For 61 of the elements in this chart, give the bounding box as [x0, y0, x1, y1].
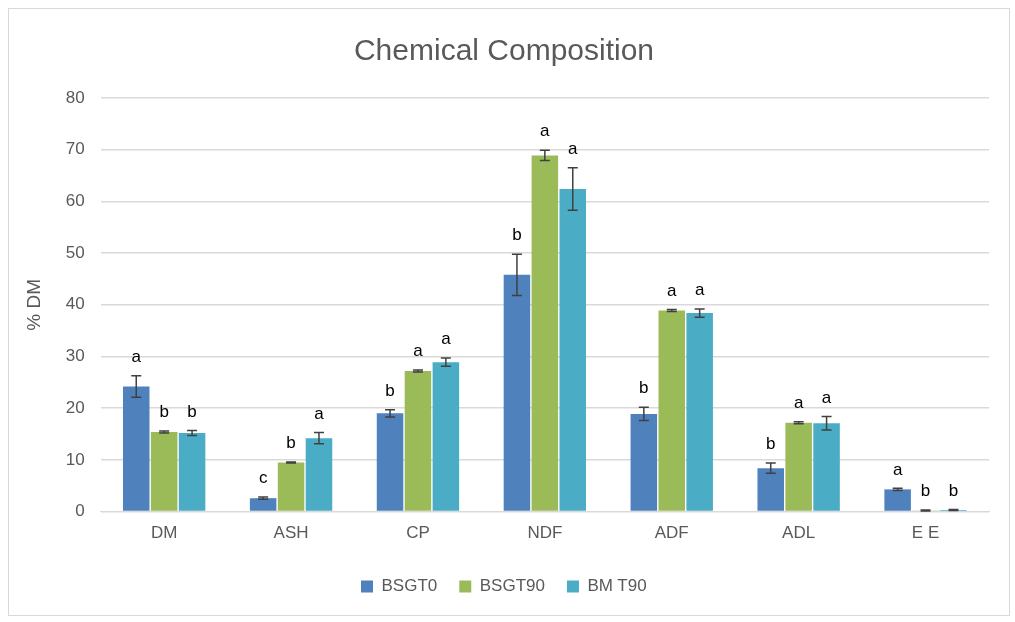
data-label: b: [920, 481, 931, 501]
data-label: a: [821, 387, 832, 407]
y-tick-label: 0: [75, 501, 85, 521]
data-label: b: [639, 378, 649, 398]
bar: [249, 498, 277, 511]
x-tick-label: ASH: [273, 523, 309, 543]
y-tick-label: 30: [65, 346, 85, 366]
data-label: c: [258, 468, 268, 488]
y-tick-label: 80: [65, 87, 85, 107]
legend-label: BSGT0: [381, 576, 438, 596]
data-label: a: [131, 346, 142, 366]
data-label: a: [694, 280, 705, 300]
bar: [122, 386, 150, 511]
data-label: b: [766, 434, 776, 454]
x-tick-label: CP: [406, 523, 430, 543]
bar: [630, 413, 658, 511]
bar: [277, 462, 305, 511]
data-label: a: [667, 280, 678, 300]
data-label: a: [793, 392, 804, 412]
x-tick-label: NDF: [527, 523, 563, 543]
bar: [404, 370, 432, 511]
data-label: a: [413, 341, 424, 361]
bar: [686, 313, 713, 511]
x-tick-label: E E: [911, 523, 940, 543]
y-axis-title: % DM: [22, 278, 44, 331]
data-label: a: [441, 329, 452, 349]
bar: [757, 468, 784, 511]
bar: [559, 188, 587, 511]
chart-title: Chemical Composition: [353, 33, 655, 67]
bar: [305, 438, 333, 511]
y-tick-label: 40: [65, 294, 85, 314]
y-tick-label: 20: [65, 397, 85, 417]
data-label: b: [286, 433, 296, 453]
bar: [150, 431, 178, 511]
data-label: a: [892, 459, 903, 479]
y-tick-label: 70: [65, 139, 85, 159]
bar: [785, 422, 812, 511]
data-label: a: [314, 403, 325, 423]
bar: [432, 362, 460, 511]
legend-label: BSGT90: [479, 576, 545, 596]
data-label: a: [568, 138, 579, 158]
x-tick-label: ADL: [782, 523, 816, 543]
data-label: b: [385, 380, 395, 400]
data-label: a: [540, 121, 551, 141]
y-tick-label: 50: [65, 242, 85, 262]
y-tick-label: 10: [65, 449, 85, 469]
data-label: b: [159, 402, 169, 422]
bar: [376, 413, 404, 511]
data-label: b: [512, 225, 522, 245]
data-label: b: [948, 480, 959, 500]
x-tick-label: ADF: [654, 523, 689, 543]
data-label: b: [187, 401, 197, 421]
bar: [503, 274, 531, 511]
bar: [884, 489, 911, 511]
bar: [813, 423, 840, 511]
x-tick-label: DM: [150, 523, 178, 543]
bar: [658, 310, 686, 511]
legend-label: BM T90: [587, 576, 647, 596]
y-tick-label: 60: [65, 191, 85, 211]
bar: [531, 155, 559, 511]
bar: [178, 433, 206, 511]
